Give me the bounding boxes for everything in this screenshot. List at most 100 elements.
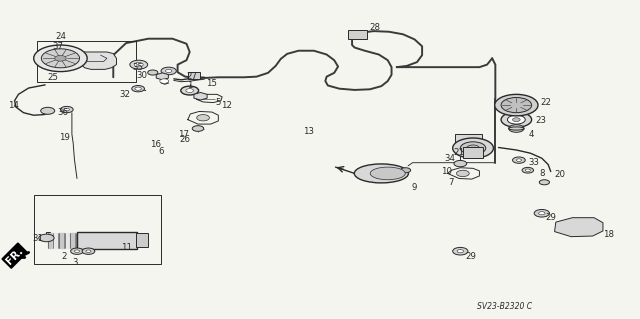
Circle shape (134, 63, 143, 67)
Circle shape (456, 170, 469, 177)
Bar (463, 147, 483, 158)
Text: 2: 2 (61, 252, 67, 261)
Circle shape (160, 79, 169, 83)
Circle shape (60, 106, 73, 113)
Text: 13: 13 (303, 127, 314, 136)
Text: 29: 29 (465, 252, 476, 261)
Circle shape (508, 115, 525, 124)
Text: 11: 11 (121, 243, 132, 252)
Bar (37, 41, 136, 82)
Ellipse shape (509, 127, 524, 130)
Text: 27: 27 (186, 72, 197, 81)
Circle shape (180, 86, 198, 95)
Text: 3: 3 (72, 258, 78, 267)
Bar (77, 232, 138, 249)
Text: 1: 1 (187, 81, 193, 90)
Polygon shape (75, 52, 116, 69)
Circle shape (148, 70, 158, 75)
Circle shape (74, 250, 79, 252)
Text: 23: 23 (535, 116, 546, 125)
Text: 32: 32 (120, 90, 131, 99)
Circle shape (34, 45, 87, 71)
Circle shape (161, 67, 177, 75)
Polygon shape (554, 218, 603, 237)
Bar (136, 233, 148, 248)
Circle shape (457, 250, 463, 253)
Text: 24: 24 (55, 32, 66, 41)
Bar (34, 195, 161, 264)
Circle shape (460, 142, 486, 154)
Text: 6: 6 (158, 147, 164, 156)
Bar (188, 72, 200, 79)
Circle shape (132, 85, 145, 92)
Circle shape (70, 248, 83, 254)
Text: 15: 15 (207, 79, 218, 88)
Text: 10: 10 (441, 167, 452, 176)
Circle shape (525, 169, 531, 172)
Text: 25: 25 (47, 73, 58, 82)
Text: 14: 14 (8, 100, 19, 110)
Circle shape (458, 139, 479, 149)
Circle shape (467, 145, 479, 151)
Circle shape (135, 87, 141, 90)
Circle shape (86, 250, 91, 252)
Text: 7: 7 (449, 178, 454, 187)
Text: 5: 5 (216, 98, 221, 107)
Circle shape (540, 180, 550, 185)
Text: SV23-B2320 C: SV23-B2320 C (477, 302, 532, 311)
Text: 19: 19 (59, 133, 70, 142)
Text: 35: 35 (132, 63, 143, 72)
Circle shape (82, 248, 95, 254)
Circle shape (54, 56, 66, 61)
Text: 8: 8 (539, 169, 545, 178)
Circle shape (401, 168, 411, 173)
Text: 37: 37 (52, 42, 63, 51)
Text: 29: 29 (545, 213, 556, 222)
Polygon shape (194, 93, 207, 100)
Text: 22: 22 (540, 98, 551, 107)
Circle shape (501, 98, 532, 113)
Circle shape (522, 167, 534, 173)
Circle shape (186, 89, 193, 93)
Text: FR.: FR. (4, 245, 25, 266)
Text: 20: 20 (554, 170, 565, 179)
Text: 30: 30 (136, 71, 147, 80)
Circle shape (495, 94, 538, 116)
Ellipse shape (370, 167, 405, 180)
Text: 36: 36 (58, 108, 68, 117)
Text: 12: 12 (221, 101, 232, 110)
Text: 21: 21 (454, 148, 465, 157)
Text: 26: 26 (180, 135, 191, 145)
Text: 31: 31 (32, 234, 43, 243)
Text: 28: 28 (369, 23, 381, 32)
Circle shape (454, 160, 467, 167)
Circle shape (196, 115, 209, 121)
Text: 4: 4 (529, 130, 534, 139)
Circle shape (41, 107, 54, 114)
Text: 16: 16 (150, 140, 161, 149)
Circle shape (513, 157, 525, 163)
Text: 18: 18 (602, 230, 614, 239)
Circle shape (452, 248, 468, 255)
Circle shape (534, 210, 550, 217)
Text: 17: 17 (179, 130, 189, 139)
Circle shape (64, 108, 69, 111)
Text: 33: 33 (529, 158, 540, 167)
Bar (455, 134, 482, 153)
Circle shape (39, 234, 54, 242)
Text: 9: 9 (412, 183, 417, 192)
Bar (348, 30, 367, 39)
Polygon shape (156, 73, 168, 80)
Circle shape (130, 60, 148, 69)
Circle shape (509, 125, 524, 132)
Circle shape (42, 49, 79, 68)
Circle shape (452, 138, 493, 158)
Ellipse shape (355, 164, 408, 183)
Circle shape (192, 126, 204, 131)
Circle shape (539, 212, 545, 215)
Circle shape (501, 112, 532, 127)
Text: 34: 34 (445, 154, 456, 163)
Circle shape (516, 159, 522, 161)
Circle shape (166, 69, 172, 72)
Circle shape (513, 118, 520, 122)
